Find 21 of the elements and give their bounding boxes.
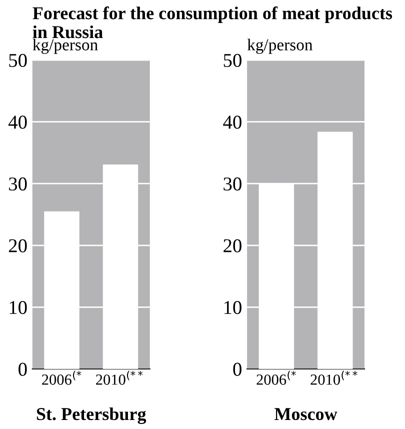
x-tick-label: 2006$^{(*}$ <box>256 370 296 385</box>
y-tick-label: 40 <box>8 116 27 129</box>
y-axis-title: kg/person <box>247 38 313 54</box>
y-tick-label: 40 <box>223 116 242 129</box>
y-tick-label: 20 <box>224 239 242 252</box>
x-tick-label: 2006$^{(*}$ <box>42 370 82 385</box>
x-axis-title: St. Petersburg <box>36 407 146 424</box>
y-tick-label: 10 <box>10 300 27 314</box>
y-tick-label: 20 <box>8 239 27 252</box>
y-axis-title: kg/person <box>32 38 98 54</box>
y-tick-label: 30 <box>9 177 27 191</box>
y-tick-label: 50 <box>224 54 242 67</box>
x-tick-label: 2010$^{(**}$ <box>310 370 358 385</box>
x-axis-title: Moscow <box>274 408 338 420</box>
y-tick-label: 10 <box>224 300 242 314</box>
y-tick-label: 0 <box>18 362 27 376</box>
y-tick-label: 0 <box>233 362 242 376</box>
text: Forecast for the consumption of meat products in Russia <box>32 6 392 38</box>
y-tick-label: 30 <box>224 177 242 191</box>
x-tick-label: 2010$^{(**}$ <box>96 370 143 385</box>
y-tick-label: 50 <box>9 54 27 67</box>
